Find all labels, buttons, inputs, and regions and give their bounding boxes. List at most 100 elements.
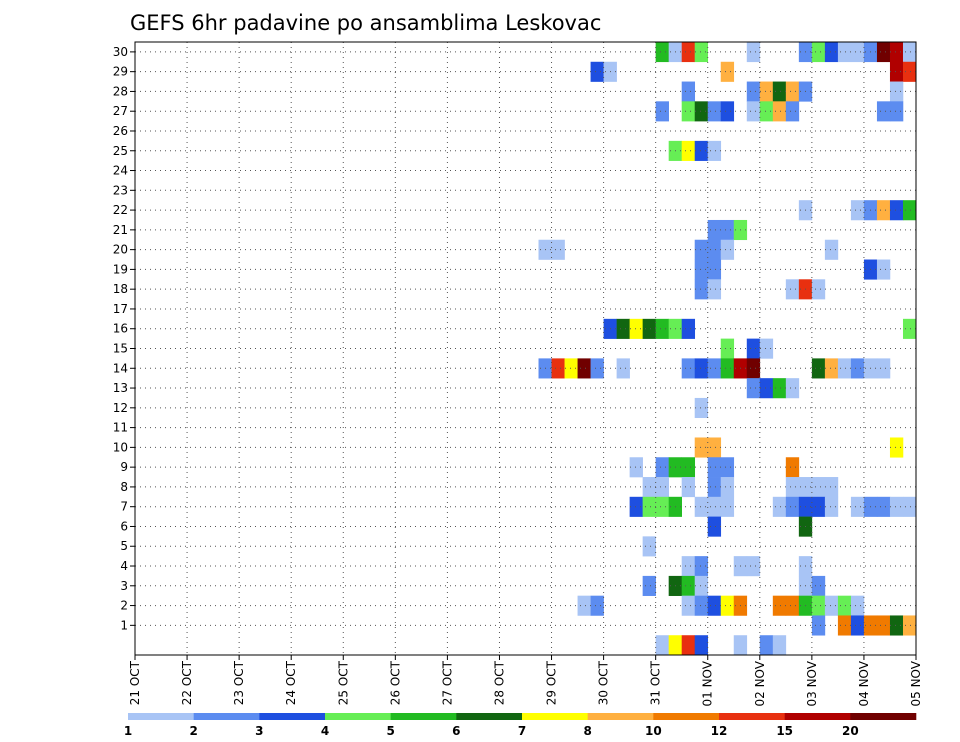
y-tick-label: 24 [113,164,128,178]
heatmap-cell [694,556,709,577]
heatmap-cell [811,279,826,300]
heatmap-cell [655,477,669,498]
heatmap-cell [811,477,826,498]
x-tick-label: 02 NOV [753,660,767,706]
heatmap-cell [720,358,735,379]
heatmap-cell [694,259,709,280]
heatmap-cell [889,615,904,636]
y-tick-label: 8 [120,480,128,494]
heatmap-cell [642,536,656,557]
y-tick-label: 19 [113,262,128,276]
heatmap-cell [759,101,774,122]
heatmap-cell [811,575,826,596]
heatmap-cell [876,496,891,517]
heatmap-cell [785,279,800,300]
x-tick-label: 23 OCT [232,660,246,705]
heatmap-cell [876,42,891,63]
y-tick-label: 12 [113,401,128,415]
heatmap-cell [837,42,852,63]
x-tick-label: 30 OCT [597,660,611,705]
y-tick-label: 6 [120,519,128,533]
legend-label: 2 [189,724,197,738]
heatmap-cell [681,575,696,596]
heatmap-cell [746,556,761,577]
heatmap-cell [902,61,917,82]
legend-label: 8 [583,724,591,738]
y-tick-label: 26 [113,124,128,138]
y-tick-label: 1 [120,618,128,632]
heatmap-cell [850,496,865,517]
heatmap-cell [720,477,735,498]
heatmap-cell [681,81,696,102]
heatmap-cell [824,358,839,379]
legend-swatch [325,713,391,720]
heatmap-cell [707,477,722,498]
legend-swatch [522,713,588,720]
heatmap-cell [681,477,696,498]
heatmap-cell [655,635,669,656]
heatmap-cell [876,615,891,636]
y-tick-label: 28 [113,84,128,98]
heatmap-cell [811,496,826,517]
heatmap-cell [707,496,722,517]
heatmap-cell [837,595,852,616]
heatmap-cell [577,595,591,616]
legend-swatch [193,713,260,720]
heatmap-cell [642,575,656,596]
heatmap-cell [876,358,891,379]
heatmap-cell [759,81,774,102]
heatmap-cell [785,81,800,102]
y-tick-label: 9 [120,460,128,474]
heatmap-cell [720,219,735,241]
y-tick-label: 18 [113,282,128,296]
heatmap-cell [707,457,722,478]
chart-title: GEFS 6hr padavine po ansamblima Leskovac [130,11,601,35]
heatmap-cell [707,279,722,300]
legend-label: 12 [711,724,728,738]
heatmap-cell [681,101,696,122]
y-tick-label: 16 [113,322,128,336]
legend-label: 3 [255,724,263,738]
heatmap-cell [655,101,669,122]
heatmap-cell [642,318,656,339]
y-tick-label: 23 [113,183,128,197]
legend-label: 1 [124,724,132,738]
heatmap-cell [642,477,656,498]
heatmap-cell [564,358,578,379]
heatmap-cell [824,239,839,260]
y-axis: 1234567891011121314151617181920212223242… [113,45,135,632]
heatmap-cell [850,595,865,616]
y-tick-label: 25 [113,144,128,158]
x-tick-label: 29 OCT [545,660,559,705]
heatmap-cell [850,615,865,636]
heatmap-cell [655,457,669,478]
heatmap-cell [824,595,839,616]
heatmap-cell [629,496,643,517]
heatmap-cell [811,595,826,616]
heatmap-cell [889,42,904,63]
y-tick-label: 10 [113,440,128,454]
heatmap-cell [694,279,709,300]
heatmap-cell [720,101,735,122]
legend-swatch [850,713,917,720]
heatmap-cell [811,615,826,636]
heatmap-cell [681,595,696,616]
heatmap-cell [681,140,696,161]
heatmap-cell [876,101,891,122]
heatmap-cell [707,140,722,161]
y-tick-label: 2 [120,599,128,613]
legend-label: 10 [645,724,662,738]
heatmap-cell [707,437,722,458]
x-tick-label: 31 OCT [649,660,663,705]
heatmap-cell [824,477,839,498]
heatmap-cell [707,358,722,379]
heatmap-cell [694,358,709,379]
grid-lines [135,42,916,655]
heatmap-cell [720,496,735,517]
heatmap-cell [694,101,709,122]
heatmap-cell [876,259,891,280]
heatmap-cell [746,338,761,359]
heatmap-cell [707,595,722,616]
x-tick-label: 03 NOV [805,660,819,706]
